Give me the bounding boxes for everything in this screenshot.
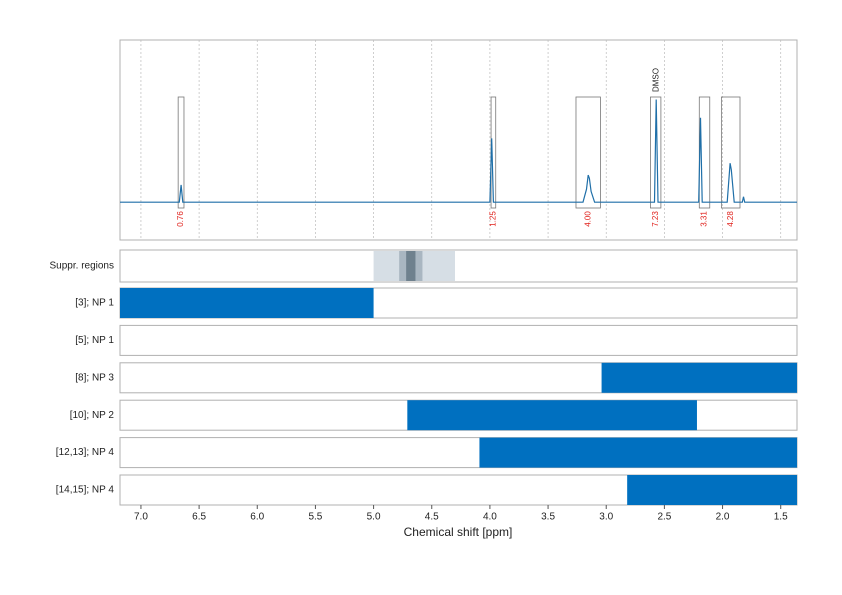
- row-label: [8]; NP 3: [75, 372, 114, 383]
- x-tick-label: 5.0: [367, 512, 381, 523]
- integral-label: 1.25: [489, 211, 498, 227]
- spectrum-panel: [119, 39, 798, 241]
- range-bar: [627, 475, 797, 505]
- x-axis-title: Chemical shift [ppm]: [404, 525, 513, 539]
- x-tick-label: 7.0: [134, 512, 148, 523]
- integral-label: 0.76: [176, 211, 185, 227]
- row-label: Suppr. regions: [50, 261, 115, 272]
- x-tick-label: 2.5: [657, 512, 671, 523]
- row-label: [14,15]; NP 4: [56, 485, 115, 496]
- integral-label: 3.31: [700, 211, 709, 227]
- x-tick-label: 6.5: [192, 512, 206, 523]
- integral-region: [720, 96, 741, 209]
- row-panel: [119, 324, 798, 356]
- suppression-region: [406, 251, 416, 281]
- row-label: [3]; NP 1: [75, 298, 114, 309]
- row-label: [5]; NP 1: [75, 335, 114, 346]
- x-tick-label: 3.5: [541, 512, 555, 523]
- x-tick-label: 3.0: [599, 512, 613, 523]
- x-tick-label: 1.5: [774, 512, 788, 523]
- x-tick-label: 4.5: [425, 512, 439, 523]
- x-tick-label: 6.0: [250, 512, 264, 523]
- integral-label: 4.28: [726, 211, 735, 227]
- row-label: [12,13]; NP 4: [56, 447, 115, 458]
- integral-region: [650, 96, 662, 209]
- row-label: [10]; NP 2: [70, 410, 115, 421]
- integral-label: 4.00: [583, 211, 592, 227]
- range-bar: [120, 288, 374, 318]
- range-bar: [601, 362, 797, 393]
- integral-region: [575, 96, 601, 209]
- range-bar: [407, 400, 697, 431]
- range-bar: [479, 437, 797, 468]
- integral-region: [177, 96, 185, 209]
- x-tick-label: 2.0: [716, 512, 730, 523]
- peak-annotation: DMSO: [651, 68, 660, 92]
- x-tick-label: 5.5: [308, 512, 322, 523]
- integral-label: 7.23: [651, 211, 660, 227]
- suppression-panel: [119, 249, 798, 283]
- x-tick-label: 4.0: [483, 512, 497, 523]
- spectrum-line: [120, 99, 797, 203]
